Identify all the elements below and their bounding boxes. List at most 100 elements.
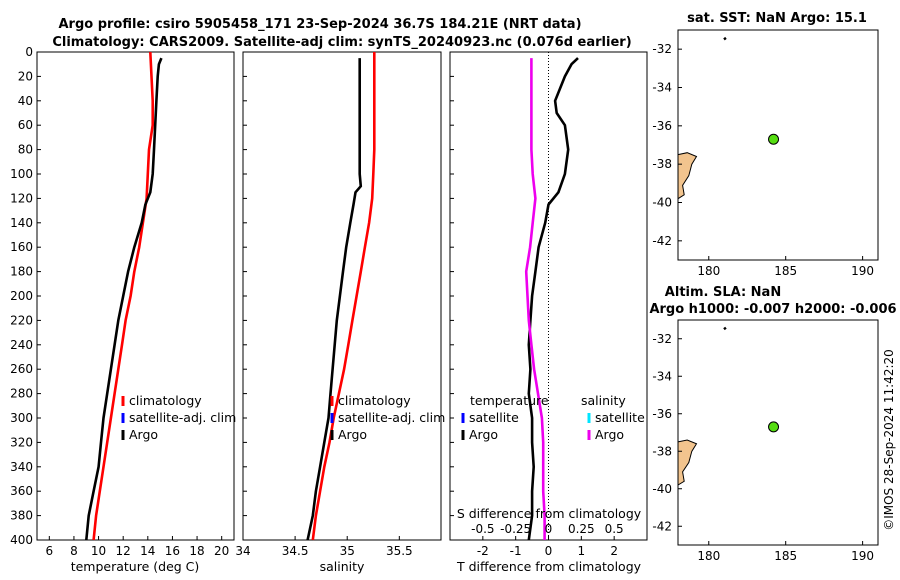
temperature-panel: 6 8 10 12 14 16 18 2002040608010012014016018020… bbox=[10, 45, 236, 574]
map-y-tick-label: -34 bbox=[652, 81, 672, 95]
y-tick-label: 380 bbox=[10, 509, 33, 523]
y-tick-label: 200 bbox=[10, 289, 33, 303]
y-tick-label: 60 bbox=[18, 118, 33, 132]
salinity-legend: climatology satellite-adj. clim Argo bbox=[330, 393, 445, 442]
y-tick-label: 240 bbox=[10, 338, 33, 352]
map-x-tick-label: 190 bbox=[851, 264, 874, 278]
difference-legend: temperature salinity satellite Argo satellit… bbox=[461, 393, 645, 442]
x-tick-label: -1 bbox=[510, 544, 522, 558]
sst-map: sat. SST: NaN Argo: 15.1 180 185 190 -32 -34… bbox=[652, 11, 879, 278]
imos-credit: ©IMOS 28-Sep-2024 11:42:20 bbox=[882, 349, 896, 531]
sst-map-title: sat. SST: NaN Argo: 15.1 bbox=[687, 11, 867, 26]
figure-title-line2: Climatology: CARS2009. Satellite-adj cli… bbox=[52, 35, 631, 50]
sst-map-frame bbox=[677, 29, 879, 261]
map-y-tick-label: -34 bbox=[652, 369, 672, 383]
land-area bbox=[677, 439, 698, 486]
x-tick-label: 0 bbox=[545, 544, 553, 558]
legend-label: climatology bbox=[129, 393, 202, 408]
sla-map-frame bbox=[677, 319, 879, 546]
x-tick-label: 35 bbox=[340, 544, 355, 558]
top-tick-label: 0.5 bbox=[605, 522, 624, 536]
x-tick-label: 2 bbox=[610, 544, 618, 558]
y-tick-label: 120 bbox=[10, 191, 33, 205]
legend-label: satellite bbox=[595, 410, 645, 425]
y-tick-label: 140 bbox=[10, 216, 33, 230]
y-tick-label: 280 bbox=[10, 387, 33, 401]
x-tick-label: 35.5 bbox=[386, 544, 413, 558]
x-tick-label: 6 bbox=[45, 544, 53, 558]
y-tick-label: 260 bbox=[10, 362, 33, 376]
map-x-tick-label: 185 bbox=[774, 264, 797, 278]
map-x-tick-label: 180 bbox=[697, 549, 720, 563]
map-y-tick-label: -32 bbox=[652, 332, 672, 346]
y-tick-label: 20 bbox=[18, 69, 33, 83]
land-area bbox=[677, 152, 698, 200]
x-tick-label: -2 bbox=[477, 544, 489, 558]
x-tick-label: 10 bbox=[91, 544, 106, 558]
x-tick-label: 12 bbox=[116, 544, 131, 558]
difference-xlabel-top: S difference from climatology bbox=[457, 506, 642, 521]
x-tick-label: 18 bbox=[189, 544, 204, 558]
map-y-tick-label: -42 bbox=[652, 234, 672, 248]
figure-title-line1: Argo profile: csiro 5905458_171 23-Sep-2… bbox=[58, 17, 581, 32]
y-tick-label: 320 bbox=[10, 435, 33, 449]
float-position-marker bbox=[768, 133, 780, 145]
float-track bbox=[723, 326, 727, 331]
y-tick-label: 160 bbox=[10, 240, 33, 254]
series-line-argo bbox=[85, 57, 163, 541]
salinity-xlabel: salinity bbox=[320, 559, 365, 574]
map-x-tick-label: 180 bbox=[697, 264, 720, 278]
map-x-tick-label: 190 bbox=[851, 549, 874, 563]
map-x-tick-label: 185 bbox=[774, 549, 797, 563]
x-tick-label: 1 bbox=[578, 544, 586, 558]
series-line-climatology bbox=[92, 51, 154, 541]
difference-panel: -2 -1 0 1 2 -0.5 -0.25 0 0.25 0.5 T difference f… bbox=[449, 51, 648, 574]
legend-label: Argo bbox=[338, 427, 367, 442]
y-tick-label: 400 bbox=[10, 533, 33, 547]
y-tick-label: 220 bbox=[10, 313, 33, 327]
map-y-tick-label: -38 bbox=[652, 157, 672, 171]
y-tick-label: 0 bbox=[25, 45, 33, 59]
series-line-argo bbox=[306, 58, 363, 541]
series-line-salinity-argo bbox=[524, 58, 546, 540]
map-y-tick-label: -36 bbox=[652, 407, 672, 421]
float-position-marker bbox=[768, 421, 780, 433]
top-tick-label: 0.25 bbox=[568, 522, 595, 536]
legend-label: satellite-adj. clim bbox=[338, 410, 445, 425]
y-tick-label: 300 bbox=[10, 411, 33, 425]
legend-label: Argo bbox=[469, 427, 498, 442]
top-tick-label: -0.5 bbox=[471, 522, 494, 536]
temperature-legend: climatology satellite-adj. clim Argo bbox=[121, 393, 236, 442]
x-tick-label: 20 bbox=[214, 544, 229, 558]
map-y-tick-label: -38 bbox=[652, 444, 672, 458]
temperature-xlabel: temperature (deg C) bbox=[71, 559, 200, 574]
y-tick-label: 340 bbox=[10, 460, 33, 474]
legend-label: climatology bbox=[338, 393, 411, 408]
legend-label: satellite-adj. clim bbox=[129, 410, 236, 425]
y-tick-label: 40 bbox=[18, 94, 33, 108]
legend-label: satellite bbox=[469, 410, 519, 425]
salinity-panel-frame bbox=[242, 51, 442, 541]
series-line-temperature-argo bbox=[527, 57, 579, 541]
map-y-tick-label: -36 bbox=[652, 119, 672, 133]
series-line-climatology bbox=[311, 52, 376, 541]
x-tick-label: 8 bbox=[70, 544, 78, 558]
top-tick-label: -0.25 bbox=[500, 522, 531, 536]
temperature-panel-frame bbox=[36, 51, 235, 541]
sla-map-title-line1: Altim. SLA: NaN bbox=[665, 285, 781, 300]
x-tick-label: 16 bbox=[165, 544, 180, 558]
sla-map-title-line2: Argo h1000: -0.007 h2000: -0.006 bbox=[649, 302, 896, 317]
map-y-tick-label: -40 bbox=[652, 482, 672, 496]
legend-group-title: salinity bbox=[581, 393, 626, 408]
y-tick-label: 80 bbox=[18, 143, 33, 157]
sla-map: Altim. SLA: NaN Argo h1000: -0.007 h2000… bbox=[649, 285, 896, 563]
map-y-tick-label: -42 bbox=[652, 519, 672, 533]
top-tick-label: 0 bbox=[545, 522, 553, 536]
y-tick-label: 360 bbox=[10, 484, 33, 498]
map-y-tick-label: -32 bbox=[652, 42, 672, 56]
x-tick-label: 14 bbox=[140, 544, 155, 558]
map-y-tick-label: -40 bbox=[652, 196, 672, 210]
difference-xlabel: T difference from climatology bbox=[456, 559, 642, 574]
x-tick-label: 34 bbox=[235, 544, 250, 558]
